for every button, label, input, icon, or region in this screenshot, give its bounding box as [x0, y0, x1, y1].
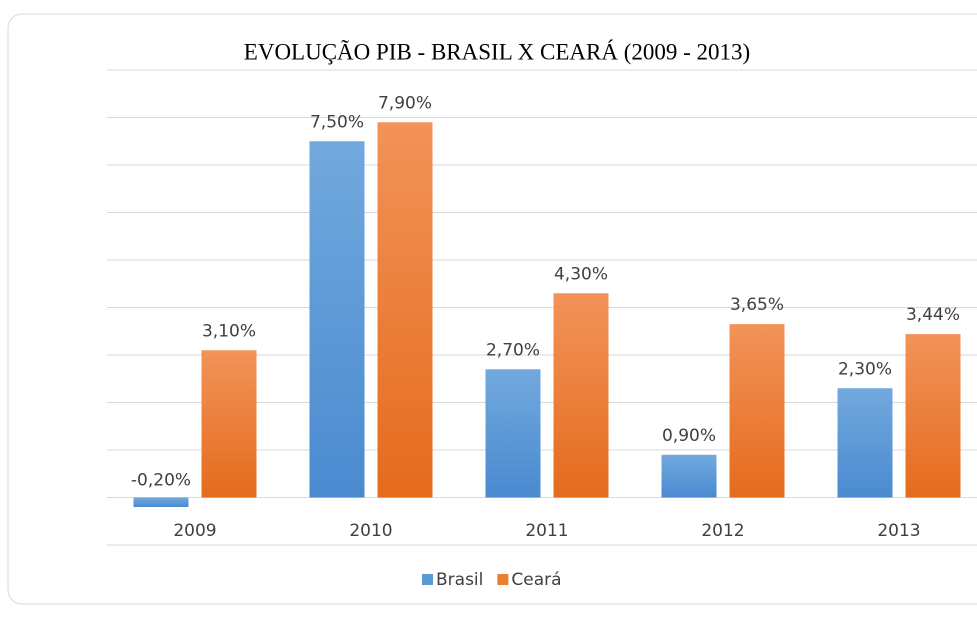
- x-tick-label: 2011: [525, 521, 568, 541]
- legend-label: Ceará: [511, 570, 561, 590]
- data-label: -0,20%: [131, 471, 191, 491]
- bar: [837, 388, 893, 498]
- bar: [729, 324, 785, 498]
- bar: [309, 141, 365, 498]
- data-label: 3,10%: [202, 321, 256, 341]
- legend-swatch: [422, 574, 433, 585]
- data-label: 3,65%: [730, 295, 784, 315]
- bar: [485, 369, 541, 498]
- chart-frame: [7, 13, 977, 605]
- data-label: 0,90%: [662, 426, 716, 446]
- bar: [661, 454, 717, 498]
- data-label: 3,44%: [906, 305, 960, 325]
- data-label: 2,70%: [486, 340, 540, 360]
- bar: [201, 350, 257, 498]
- x-tick-label: 2013: [877, 521, 920, 541]
- bar: [905, 334, 961, 498]
- data-label: 4,30%: [554, 264, 608, 284]
- chart-title: EVOLUÇÃO PIB - BRASIL X CEARÁ (2009 - 20…: [244, 39, 750, 64]
- bar: [377, 122, 433, 498]
- x-tick-label: 2009: [173, 521, 216, 541]
- data-label: 7,90%: [378, 93, 432, 113]
- legend-swatch: [497, 574, 509, 585]
- data-label: 2,30%: [838, 359, 892, 379]
- data-label: 7,50%: [310, 112, 364, 132]
- x-tick-label: 2010: [349, 521, 392, 541]
- bar: [133, 497, 189, 507]
- legend-label: Brasil: [436, 570, 483, 590]
- x-tick-label: 2012: [701, 521, 744, 541]
- bar: [553, 293, 609, 498]
